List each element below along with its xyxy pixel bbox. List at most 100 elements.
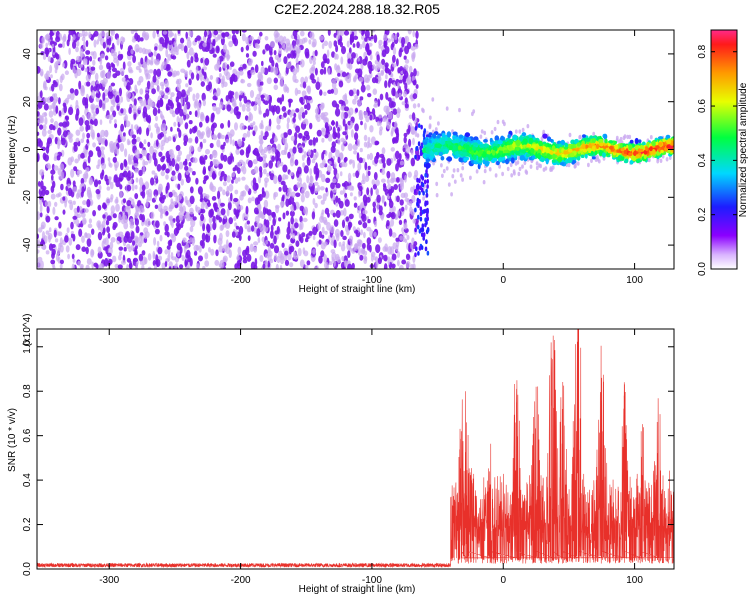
spectrogram-point bbox=[144, 257, 148, 265]
spectrogram-point bbox=[252, 130, 256, 137]
spectrogram-point bbox=[249, 90, 255, 98]
spectrogram-point bbox=[170, 201, 175, 209]
spectrogram-point bbox=[353, 196, 357, 201]
spectrogram-point bbox=[392, 63, 397, 68]
spectrogram-point bbox=[184, 259, 187, 268]
spectrogram-point bbox=[286, 226, 291, 235]
spectrogram-point bbox=[401, 101, 406, 106]
spectrogram-point bbox=[238, 225, 244, 235]
spectrogram-point bbox=[338, 241, 342, 247]
spectrogram-point bbox=[122, 210, 126, 220]
spectrogram-point bbox=[92, 210, 96, 217]
spectrogram-point bbox=[45, 49, 50, 55]
spectrogram-point bbox=[62, 209, 66, 215]
spectrogram-point bbox=[206, 30, 210, 35]
spectrogram-point bbox=[135, 225, 140, 234]
spectrogram-point bbox=[333, 52, 337, 60]
spectrogram-point bbox=[218, 216, 223, 223]
spectrogram-point bbox=[151, 170, 156, 175]
spectrogram-point bbox=[383, 263, 388, 269]
spectrogram-point bbox=[99, 119, 103, 126]
spectrogram-point bbox=[159, 197, 165, 204]
spectrogram-point bbox=[302, 162, 306, 168]
spectrogram-point bbox=[202, 99, 206, 107]
spectrogram-point bbox=[159, 97, 163, 106]
spectrogram-point bbox=[296, 46, 301, 54]
spectrogram-point bbox=[84, 120, 90, 126]
spectrogram-point bbox=[337, 72, 341, 77]
spectrogram-point bbox=[348, 107, 354, 116]
spectrogram-point bbox=[43, 80, 47, 89]
spectrogram-point bbox=[185, 243, 189, 249]
spectrogram-point bbox=[316, 241, 319, 247]
spectrogram-point bbox=[138, 177, 144, 187]
spectrogram-point bbox=[301, 232, 306, 238]
spectrogram-point bbox=[206, 129, 211, 138]
spectrogram-point bbox=[226, 208, 230, 217]
spectrogram-point bbox=[64, 235, 69, 243]
spectrogram-point bbox=[164, 261, 168, 267]
spectrogram-point bbox=[387, 183, 392, 191]
spectrogram-point bbox=[378, 210, 383, 216]
spectrogram-point bbox=[202, 42, 207, 48]
spectrogram-point bbox=[258, 139, 264, 145]
spectrogram-point bbox=[245, 185, 250, 192]
spectrogram-point bbox=[160, 144, 164, 151]
spectrogram-point bbox=[273, 245, 280, 254]
spectrogram-point bbox=[321, 209, 325, 215]
spectrogram-point bbox=[152, 107, 158, 117]
spectrogram-point bbox=[370, 187, 373, 196]
spectrogram-point bbox=[262, 159, 267, 169]
spectrogram-point bbox=[127, 236, 133, 244]
spectrogram-point bbox=[372, 160, 375, 165]
spectrogram-point bbox=[198, 245, 202, 253]
spectrogram-point bbox=[324, 134, 329, 139]
spectrogram-point bbox=[258, 145, 263, 154]
spectrogram-point bbox=[665, 134, 671, 139]
spectrogram-point bbox=[312, 154, 318, 161]
spectrogram-point bbox=[306, 260, 311, 266]
spectrogram-point bbox=[114, 164, 118, 172]
spectrogram-point bbox=[39, 169, 45, 176]
spectrogram-point bbox=[347, 143, 353, 152]
spectrogram-point bbox=[68, 47, 71, 56]
spectrogram-point bbox=[198, 255, 203, 262]
spectrogram-point bbox=[157, 246, 163, 255]
spectrogram-point bbox=[220, 123, 224, 129]
spectrogram-point bbox=[68, 106, 74, 116]
spectrogram-point bbox=[313, 266, 318, 269]
spectrogram-point bbox=[412, 263, 416, 269]
spectrogram-point bbox=[72, 66, 76, 74]
spectrogram-point bbox=[341, 46, 346, 55]
spectrogram-point bbox=[80, 85, 85, 94]
spectrogram-point bbox=[245, 53, 250, 58]
spectrogram-point bbox=[177, 172, 182, 182]
spectrogram-point bbox=[124, 148, 128, 158]
spectrogram-point bbox=[334, 63, 338, 71]
spectrogram-point bbox=[310, 73, 315, 81]
spectrogram-point bbox=[160, 114, 164, 119]
spectrogram-point bbox=[391, 232, 397, 238]
spectrogram-point bbox=[62, 41, 65, 49]
spectrogram-point bbox=[48, 243, 54, 251]
spectrogram-point bbox=[47, 56, 52, 62]
spectrogram-point bbox=[310, 187, 314, 193]
spectrogram-point bbox=[164, 79, 169, 88]
spectrogram-point bbox=[195, 177, 199, 185]
spectrogram-point bbox=[125, 90, 131, 99]
spectrogram-point bbox=[173, 41, 177, 46]
spectrogram-point bbox=[354, 123, 359, 132]
spectrogram-point bbox=[48, 105, 53, 110]
spectrogram-point bbox=[283, 83, 288, 93]
spectrogram-point bbox=[364, 256, 368, 262]
spectrogram-point bbox=[357, 99, 362, 108]
spectrogram-point bbox=[138, 106, 142, 111]
spectrogram-point bbox=[102, 92, 106, 101]
spectrogram-point bbox=[371, 77, 377, 84]
spectrogram-point bbox=[69, 91, 75, 101]
spectrogram-point bbox=[358, 157, 363, 164]
spectrogram-point bbox=[451, 174, 455, 179]
spectrogram-point bbox=[220, 152, 224, 161]
spectrogram-point bbox=[130, 123, 134, 133]
spectrogram-point bbox=[95, 264, 99, 269]
